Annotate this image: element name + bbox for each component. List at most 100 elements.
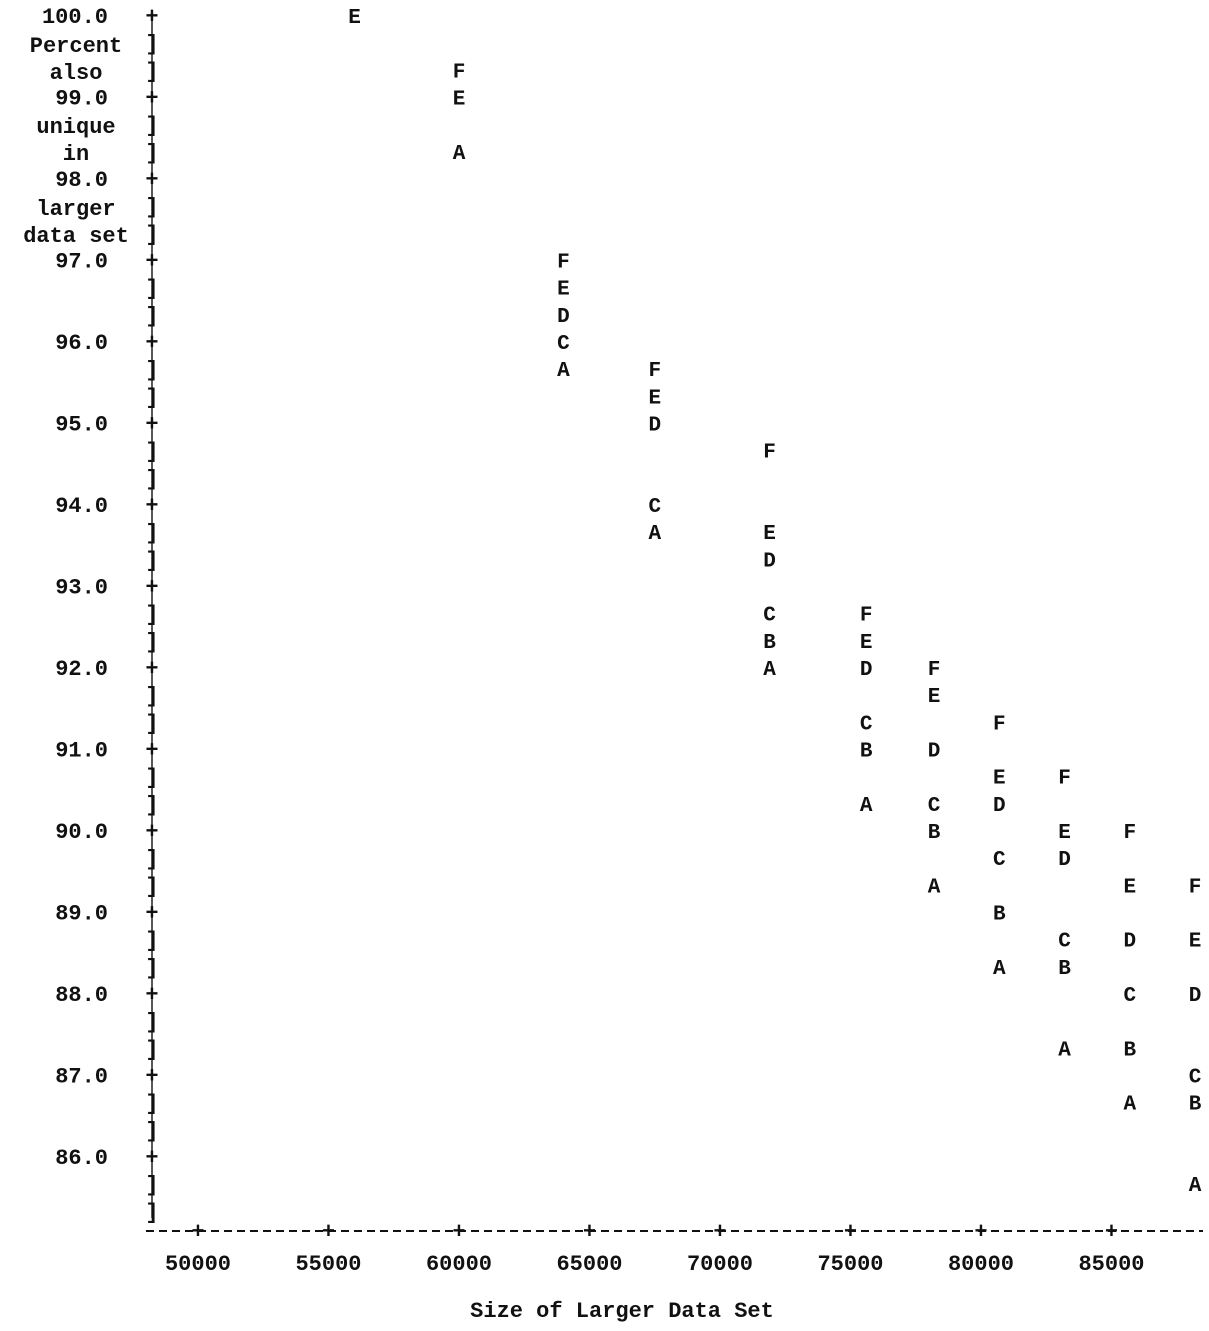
x-tick-mark: + — [974, 1220, 987, 1245]
data-point-e: E — [348, 7, 361, 30]
data-point-f: F — [648, 360, 661, 383]
x-tick-mark: + — [191, 1220, 204, 1245]
data-point-f: F — [453, 62, 466, 85]
data-point-f: F — [763, 441, 776, 464]
y-axis-bracket: ] — [145, 1092, 158, 1117]
y-axis-bracket: ] — [145, 847, 158, 872]
y-axis-label-line: also — [50, 61, 103, 86]
y-axis-bracket: ] — [145, 956, 158, 981]
x-tick-mark: + — [322, 1220, 335, 1245]
y-tick-mark: + — [145, 5, 158, 30]
data-point-d: D — [860, 659, 873, 682]
y-tick-label: 90.0 — [55, 820, 108, 845]
x-tick-label: 80000 — [948, 1252, 1014, 1277]
y-axis-bracket: ] — [145, 277, 158, 302]
y-axis-label-line: Percent — [30, 34, 122, 59]
x-tick-mark: + — [713, 1220, 726, 1245]
y-axis-bracket: ] — [145, 603, 158, 628]
y-axis-bracket: ] — [145, 929, 158, 954]
y-axis-bracket: ] — [145, 711, 158, 736]
y-axis-bracket: ] — [145, 1173, 158, 1198]
y-axis-label-line: larger — [36, 197, 115, 222]
data-point-c: C — [993, 849, 1006, 872]
data-point-c: C — [928, 795, 941, 818]
y-tick-label: 96.0 — [55, 331, 108, 356]
data-point-e: E — [993, 767, 1006, 790]
data-point-e: E — [453, 89, 466, 112]
y-tick-mark: + — [145, 657, 158, 682]
data-point-b: B — [1189, 1093, 1202, 1116]
y-axis-bracket: ] — [145, 114, 158, 139]
y-axis-bracket: ] — [145, 440, 158, 465]
data-point-a: A — [453, 143, 466, 166]
data-point-c: C — [557, 333, 570, 356]
y-axis-label-line: in — [63, 142, 89, 167]
data-point-e: E — [648, 388, 661, 411]
data-point-e: E — [928, 686, 941, 709]
data-point-a: A — [928, 877, 941, 900]
x-tick-label: 70000 — [687, 1252, 753, 1277]
y-axis-bracket: ] — [145, 874, 158, 899]
x-tick-mark: + — [452, 1220, 465, 1245]
data-point-c: C — [1123, 985, 1136, 1008]
data-point-d: D — [557, 306, 570, 329]
y-axis-label-line: data set — [23, 224, 129, 249]
data-point-a: A — [1123, 1093, 1136, 1116]
data-point-e: E — [763, 523, 776, 546]
y-tick-label: 95.0 — [55, 413, 108, 438]
y-axis-bracket: ] — [145, 793, 158, 818]
data-point-a: A — [993, 958, 1006, 981]
x-tick-label: 55000 — [295, 1252, 361, 1277]
data-point-f: F — [860, 604, 873, 627]
data-point-d: D — [993, 795, 1006, 818]
y-axis-bracket: ] — [145, 1037, 158, 1062]
y-tick-mark: + — [145, 576, 158, 601]
x-axis-label: Size of Larger Data Set — [470, 1299, 774, 1324]
data-point-e: E — [1189, 930, 1202, 953]
data-point-d: D — [1123, 930, 1136, 953]
x-tick-mark: + — [1105, 1220, 1118, 1245]
y-tick-mark: + — [145, 168, 158, 193]
data-point-e: E — [1123, 877, 1136, 900]
data-point-a: A — [1058, 1040, 1071, 1063]
y-tick-label: 87.0 — [55, 1065, 108, 1090]
y-tick-mark: + — [145, 331, 158, 356]
y-tick-mark: + — [145, 494, 158, 519]
y-tick-mark: + — [145, 739, 158, 764]
y-tick-label: 91.0 — [55, 739, 108, 764]
data-point-b: B — [860, 741, 873, 764]
y-tick-mark: + — [145, 250, 158, 275]
y-tick-label: 99.0 — [55, 87, 108, 112]
data-point-f: F — [1189, 877, 1202, 900]
y-tick-mark: + — [145, 1065, 158, 1090]
data-point-d: D — [928, 741, 941, 764]
data-point-e: E — [1058, 822, 1071, 845]
data-point-b: B — [928, 822, 941, 845]
x-tick-label: 60000 — [426, 1252, 492, 1277]
y-tick-mark: + — [145, 983, 158, 1008]
y-axis-bracket: ] — [145, 358, 158, 383]
data-point-a: A — [557, 360, 570, 383]
y-axis-label-line: unique — [36, 115, 115, 140]
data-point-b: B — [993, 904, 1006, 927]
x-tick-label: 85000 — [1078, 1252, 1144, 1277]
data-point-c: C — [763, 604, 776, 627]
y-tick-mark: + — [145, 902, 158, 927]
data-point-f: F — [1058, 767, 1071, 790]
y-axis-bracket: ] — [145, 141, 158, 166]
data-point-d: D — [648, 415, 661, 438]
x-axis: +50000 +55000 +60000 +65000 +70000 +75000 +800… — [146, 1220, 1203, 1277]
y-tick-label: 89.0 — [55, 902, 108, 927]
data-point-c: C — [648, 496, 661, 519]
y-axis-bracket: ] — [145, 304, 158, 329]
y-axis-bracket: ] — [145, 385, 158, 410]
x-tick-label: 65000 — [556, 1252, 622, 1277]
y-axis-bracket: ] — [145, 766, 158, 791]
y-tick-label: 88.0 — [55, 983, 108, 1008]
y-axis-bracket: ] — [145, 1010, 158, 1035]
y-axis-bracket: ] — [145, 467, 158, 492]
data-point-f: F — [1123, 822, 1136, 845]
